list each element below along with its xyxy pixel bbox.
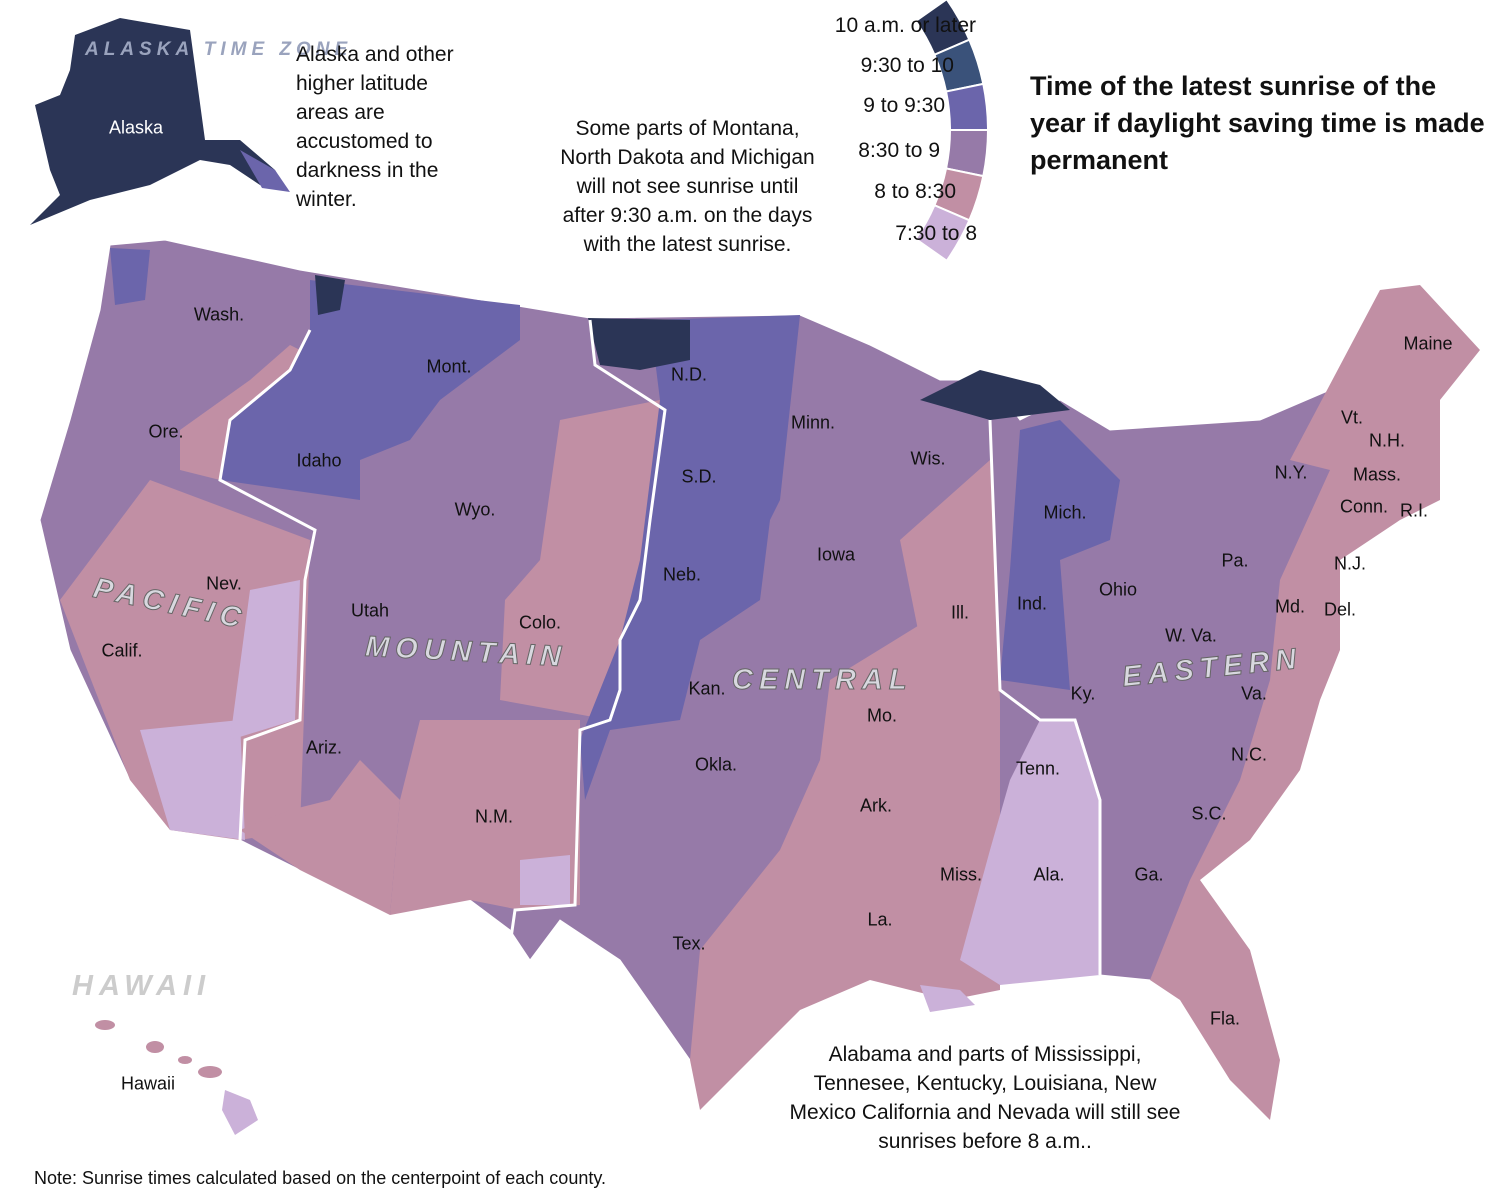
state-label: Alaska bbox=[108, 117, 164, 138]
state-label: Ind. bbox=[1016, 593, 1048, 614]
state-label: Calif. bbox=[101, 640, 143, 661]
state-label: Del. bbox=[1323, 599, 1357, 620]
legend-label: 8:30 to 9 bbox=[858, 139, 940, 162]
state-label: Fla. bbox=[1209, 1008, 1241, 1029]
state-label: Va. bbox=[1241, 683, 1267, 704]
state-label: Ga. bbox=[1134, 864, 1164, 885]
state-label: Md. bbox=[1274, 596, 1306, 617]
wash-coast-blue-region bbox=[110, 248, 150, 305]
state-label: N.J. bbox=[1333, 553, 1367, 574]
state-label: R.I. bbox=[1399, 500, 1429, 521]
state-label: Wis. bbox=[910, 448, 946, 469]
ill-wis-pink-region bbox=[900, 460, 1000, 700]
state-label: Maine bbox=[1403, 333, 1453, 354]
state-label: N.Y. bbox=[1274, 462, 1308, 483]
east-coast-pink-region bbox=[1150, 285, 1480, 1120]
mountain-central-border bbox=[508, 319, 667, 946]
se-calif-light-region bbox=[140, 720, 245, 840]
state-label: Ohio bbox=[1098, 579, 1138, 600]
nev-calif-pink-region bbox=[60, 480, 310, 840]
tz-label-central: CENTRAL bbox=[732, 664, 913, 697]
nm-light-region bbox=[520, 855, 570, 905]
nd-dark-region bbox=[588, 318, 690, 370]
alabama-annotation: Alabama and parts of Mississippi, Tennes… bbox=[789, 1043, 1181, 1153]
state-label: Hawaii bbox=[120, 1073, 176, 1094]
alabama-light-region bbox=[960, 720, 1100, 985]
state-label: N.D. bbox=[671, 364, 707, 385]
state-label: Vt. bbox=[1340, 407, 1364, 428]
mont-dark-region bbox=[315, 275, 345, 315]
louisiana-light-region bbox=[920, 985, 975, 1012]
alaska-annotation: Alaska and other higher latitude areas a… bbox=[296, 43, 454, 211]
state-label: S.D. bbox=[681, 466, 717, 487]
legend-swatch bbox=[944, 82, 990, 131]
central-south-pink-region bbox=[690, 600, 1000, 1110]
state-label: N.H. bbox=[1369, 430, 1405, 451]
state-label: Wyo. bbox=[454, 499, 496, 520]
pacific-mountain-border bbox=[218, 329, 317, 841]
state-label: Mont. bbox=[426, 356, 472, 377]
tz-label-alaska: ALASKA TIME ZONE bbox=[85, 39, 353, 60]
state-label: Neb. bbox=[662, 564, 702, 585]
state-label: N.C. bbox=[1231, 744, 1267, 765]
state-label: Nev. bbox=[206, 573, 242, 594]
state-label: Wash. bbox=[193, 304, 245, 325]
state-label: Tex. bbox=[672, 933, 706, 954]
state-label: Utah bbox=[350, 600, 390, 621]
alaska-shape bbox=[30, 18, 285, 225]
state-label: Tenn. bbox=[1015, 758, 1061, 779]
nev-strip-light-region bbox=[230, 580, 300, 740]
state-label: Idaho bbox=[296, 450, 342, 471]
legend-label: 7:30 to 8 bbox=[895, 222, 977, 245]
state-label: Mo. bbox=[866, 705, 898, 726]
state-label: Kan. bbox=[688, 678, 726, 699]
central-blue-region bbox=[580, 315, 800, 800]
state-label: Ariz. bbox=[306, 737, 342, 758]
state-label: Conn. bbox=[1339, 496, 1389, 517]
map-title: Time of the latest sunrise of the year i… bbox=[1030, 71, 1485, 175]
state-label: Mass. bbox=[1352, 464, 1402, 485]
idaho-mont-blue-region bbox=[220, 280, 520, 500]
legend-label: 10 a.m. or later bbox=[834, 14, 976, 37]
state-label: Minn. bbox=[790, 412, 836, 433]
hawaii-islands bbox=[95, 1020, 258, 1135]
state-label: Ill. bbox=[951, 602, 969, 623]
state-label: Ky. bbox=[1070, 683, 1096, 704]
state-label: Iowa bbox=[816, 544, 856, 565]
tz-label-hawaii: HAWAII bbox=[72, 970, 212, 1002]
state-label: La. bbox=[867, 909, 893, 930]
state-label: W. Va. bbox=[1165, 625, 1217, 646]
mich-ind-blue-region bbox=[1000, 420, 1120, 690]
state-label: Colo. bbox=[518, 612, 562, 633]
legend-label: 9:30 to 10 bbox=[860, 54, 954, 77]
state-label: Ark. bbox=[859, 795, 893, 816]
footnote: Note: Sunrise times calculated based on … bbox=[34, 1168, 607, 1188]
state-label: Ore. bbox=[148, 421, 184, 442]
state-label: Ala. bbox=[1033, 864, 1065, 885]
state-label: S.C. bbox=[1191, 803, 1227, 824]
state-label: N.M. bbox=[475, 806, 513, 827]
ariz-pink-region bbox=[240, 760, 400, 915]
state-label: Miss. bbox=[940, 864, 982, 885]
state-label: Pa. bbox=[1221, 550, 1249, 571]
state-label: Okla. bbox=[694, 754, 738, 775]
alaska-panhandle-light bbox=[240, 150, 290, 192]
legend-label: 8 to 8:30 bbox=[874, 180, 956, 203]
legend-swatch bbox=[914, 203, 971, 263]
michigan-up-dark-region bbox=[920, 370, 1070, 420]
montana-annotation: Some parts of Montana, North Dakota and … bbox=[560, 117, 815, 256]
central-eastern-border bbox=[988, 419, 1102, 975]
state-label: Mich. bbox=[1043, 502, 1087, 523]
legend-label: 9 to 9:30 bbox=[863, 94, 945, 117]
